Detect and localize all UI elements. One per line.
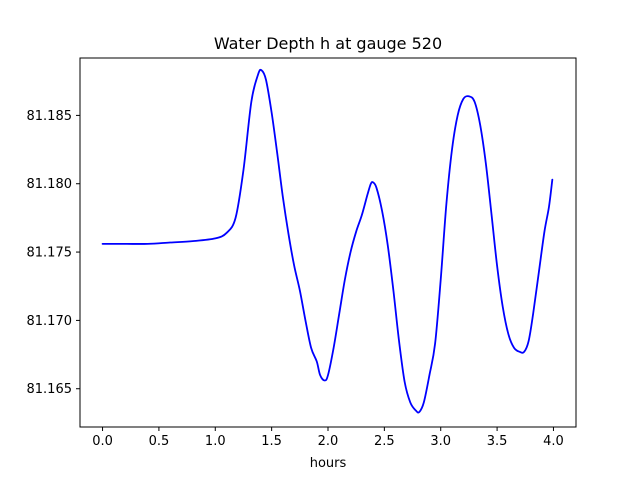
- series-layer: [101, 68, 554, 414]
- x-tick-label: 0.0: [92, 434, 113, 449]
- series-line: [101, 68, 554, 414]
- x-tick-label: 1.0: [205, 434, 226, 449]
- x-tick-label: 3.5: [487, 434, 508, 449]
- y-tick-label: 81.185: [27, 109, 73, 124]
- x-axis: 0.0 0.5 1.0 1.5 2.0 2.5 3.0 3.5 4.0: [92, 427, 564, 449]
- x-tick-label: 4.0: [543, 434, 564, 449]
- x-tick-label: 0.5: [149, 434, 170, 449]
- x-tick-label: 3.0: [430, 434, 451, 449]
- y-tick-label: 81.170: [27, 314, 73, 329]
- y-tick-label: 81.175: [27, 246, 73, 261]
- y-tick-label: 81.165: [27, 382, 73, 397]
- x-tick-label: 1.5: [261, 434, 282, 449]
- chart-title: Water Depth h at gauge 520: [214, 34, 442, 53]
- x-tick-label: 2.0: [318, 434, 339, 449]
- y-tick-label: 81.180: [27, 177, 73, 192]
- x-tick-label: 2.5: [374, 434, 395, 449]
- x-axis-label: hours: [310, 456, 347, 471]
- y-axis: 81.165 81.170 81.175 81.180 81.185: [27, 109, 80, 397]
